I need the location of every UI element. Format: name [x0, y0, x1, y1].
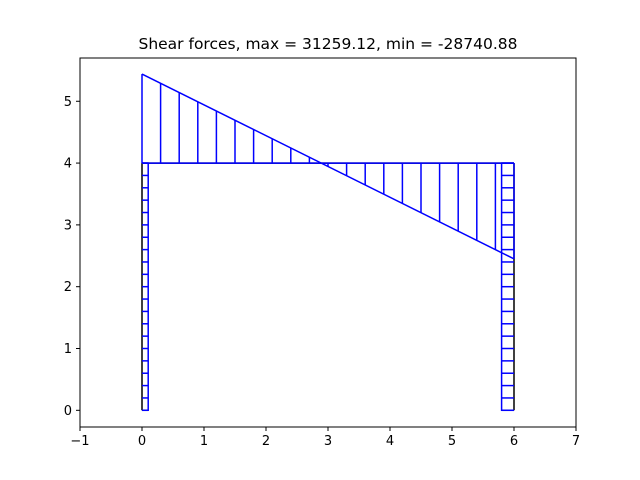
y-tick-label: 3: [64, 218, 72, 233]
x-axis: −1 0 1 2 3 4 5 6 7: [70, 427, 580, 449]
y-tick-label: 4: [64, 157, 72, 172]
x-tick-label: 6: [510, 434, 518, 449]
plot-area: [141, 73, 515, 412]
x-tick-label: 7: [572, 434, 580, 449]
y-tick-label: 2: [64, 280, 72, 295]
x-tick-label: −1: [70, 434, 89, 449]
y-axis: 0 1 2 3 4 5: [64, 95, 80, 419]
x-tick-label: 2: [262, 434, 270, 449]
chart-title: Shear forces, max = 31259.12, min = -287…: [138, 35, 517, 53]
x-tick-label: 0: [138, 434, 146, 449]
x-tick-label: 1: [200, 434, 208, 449]
y-tick-label: 1: [64, 342, 72, 357]
y-tick-label: 5: [64, 95, 72, 110]
y-tick-label: 0: [64, 404, 72, 419]
x-tick-label: 3: [324, 434, 332, 449]
x-tick-label: 4: [386, 434, 394, 449]
plot-frame: [79, 57, 577, 428]
x-tick-label: 5: [448, 434, 456, 449]
